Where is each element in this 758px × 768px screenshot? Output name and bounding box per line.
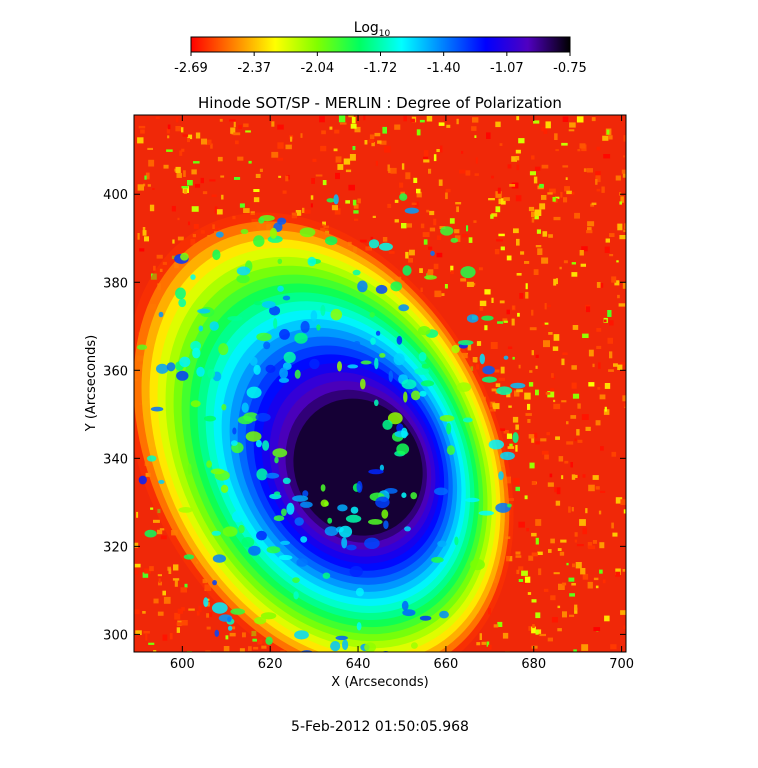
x-tick-label: 660 bbox=[433, 657, 458, 672]
y-tick-label: 360 bbox=[103, 364, 128, 379]
colorbar-tick-label: -2.37 bbox=[237, 61, 271, 76]
x-tick-label: 600 bbox=[170, 657, 195, 672]
colorbar-tick-label: -2.04 bbox=[301, 61, 335, 76]
x-axis-label: X (Arcseconds) bbox=[331, 675, 428, 690]
colorbar-tick-label: -1.40 bbox=[427, 61, 461, 76]
colorbar-tick-label: -1.72 bbox=[364, 61, 398, 76]
x-tick-label: 680 bbox=[521, 657, 546, 672]
y-tick-label: 400 bbox=[103, 188, 128, 203]
y-tick-label: 320 bbox=[103, 540, 128, 555]
sunspot bbox=[134, 193, 526, 652]
colorbar-tick-label: -0.75 bbox=[553, 61, 587, 76]
y-tick-label: 380 bbox=[103, 276, 128, 291]
chart-title: Hinode SOT/SP - MERLIN : Degree of Polar… bbox=[198, 94, 562, 112]
colorbar-tick-label: -1.07 bbox=[490, 61, 524, 76]
plot-frame bbox=[133, 114, 627, 653]
x-axis: 600 620 640 660 680 700 bbox=[170, 115, 634, 672]
y-tick-label: 300 bbox=[103, 628, 128, 643]
colorbar-ticks: -2.69 -2.37 -2.04 -1.72 -1.40 -1.07 -0.75 bbox=[174, 52, 587, 76]
timestamp: 5-Feb-2012 01:50:05.968 bbox=[291, 719, 469, 735]
colorbar-label: Log10 bbox=[354, 20, 391, 39]
y-axis-label: Y (Arcseconds) bbox=[84, 335, 99, 432]
colorbar-tick-label: -2.69 bbox=[174, 61, 208, 76]
x-tick-label: 620 bbox=[258, 657, 283, 672]
x-tick-label: 640 bbox=[346, 657, 371, 672]
y-tick-label: 340 bbox=[103, 452, 128, 467]
colorbar bbox=[190, 36, 571, 53]
y-axis: 300 320 340 360 380 400 bbox=[103, 188, 626, 643]
x-tick-label: 700 bbox=[609, 657, 634, 672]
